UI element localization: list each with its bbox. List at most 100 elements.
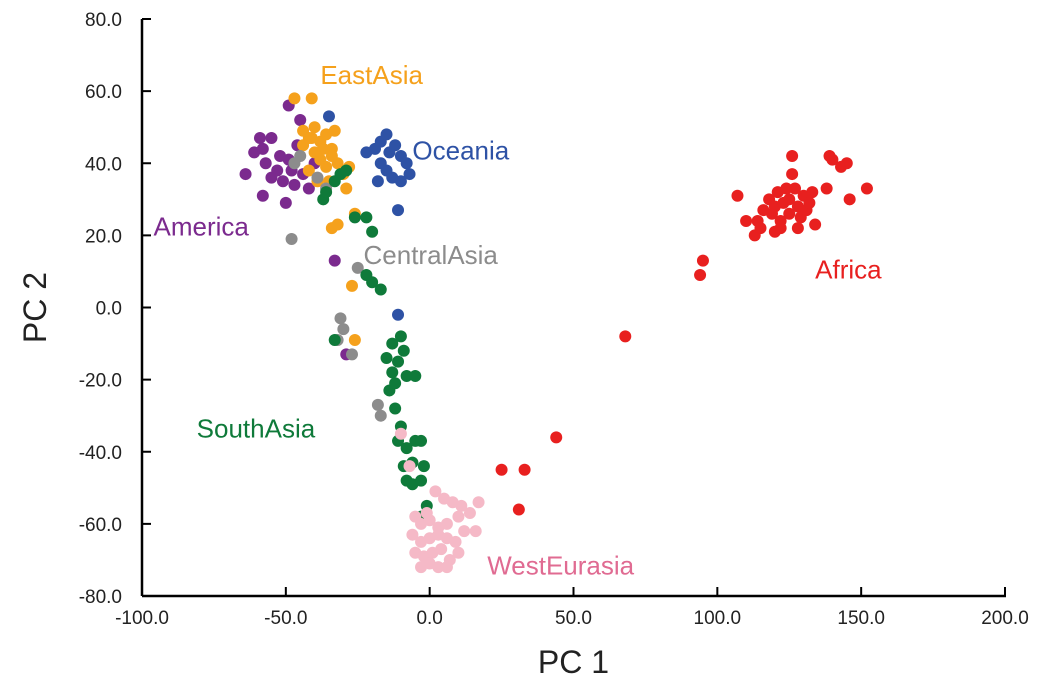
data-point [512,503,525,516]
x-tick-label: -50.0 [264,608,307,629]
x-tick-label: 100.0 [694,608,742,629]
data-point [786,150,799,163]
data-point [417,460,430,473]
y-tick-label: 0.0 [96,299,122,320]
data-point [311,171,324,184]
data-point [783,193,796,206]
data-point [394,175,407,188]
data-point [696,254,709,267]
data-point [400,157,413,170]
data-point [406,528,419,541]
data-point [550,431,563,444]
data-point [348,333,361,346]
data-point [345,348,358,361]
data-point [279,196,292,209]
data-point [345,279,358,292]
series-africa [495,150,873,516]
y-tick-label: -60.0 [79,515,122,536]
x-axis-title: PC 1 [538,644,609,680]
data-point [392,355,405,368]
data-point [360,211,373,224]
x-tick-label: 0.0 [416,608,442,629]
data-point [803,196,816,209]
data-point [400,442,413,455]
data-point [789,182,802,195]
data-point [294,150,307,163]
data-point [780,182,793,195]
data-point [435,543,448,556]
data-point [774,222,787,235]
data-point [265,132,278,145]
data-point [320,186,333,199]
data-point [328,254,341,267]
data-point [380,351,393,364]
data-point [256,189,269,202]
data-point [403,460,416,473]
group-labels: EastAsia Oceania America CentralAsia Africa S… [154,60,883,580]
data-point [317,142,330,155]
data-point [420,507,433,520]
data-point [371,175,384,188]
data-points [239,92,873,574]
data-point [694,269,707,282]
data-point [392,204,405,217]
x-ticks: -100.0 -50.0 0.0 50.0 100.0 150.0 200.0 [115,587,1029,629]
data-point [256,142,269,155]
data-point [351,261,364,274]
series-southasia [317,164,433,523]
y-tick-label: 20.0 [85,226,122,247]
data-point [265,171,278,184]
data-point [366,225,379,238]
data-point [259,157,272,170]
data-point [809,218,822,231]
data-point [619,330,632,343]
data-point [340,182,353,195]
data-point [331,218,344,231]
data-point [783,207,796,220]
data-point [429,485,442,498]
group-label-southasia: SouthAsia [197,413,316,443]
data-point [334,312,347,325]
x-tick-label: 200.0 [981,608,1029,629]
y-tick-label: 40.0 [85,154,122,175]
data-point [328,333,341,346]
data-point [389,402,402,415]
x-tick-label: 150.0 [837,608,885,629]
data-point [386,337,399,350]
group-label-eastasia: EastAsia [320,60,423,90]
data-point [843,193,856,206]
data-point [458,525,471,538]
data-point [469,525,482,538]
data-point [340,164,353,177]
group-label-centralasia: CentralAsia [364,240,499,270]
data-point [786,168,799,181]
x-tick-label: 50.0 [555,608,592,629]
data-point [400,370,413,383]
data-point [392,308,405,321]
data-point [325,150,338,163]
series-oceania [322,110,416,321]
group-label-westeurasia: WestEurasia [487,550,634,580]
y-tick-label: 80.0 [85,10,122,31]
data-point [826,153,839,166]
data-point [495,463,508,476]
data-point [366,276,379,289]
group-label-america: America [154,211,250,241]
y-ticks: -80.0 -60.0 -40.0 -20.0 0.0 20.0 40.0 60.0 80.0 [79,10,151,608]
data-point [472,496,485,509]
data-point [731,189,744,202]
data-point [415,434,428,447]
data-point [449,535,462,548]
data-point [440,517,453,530]
data-point [463,507,476,520]
data-point [302,164,315,177]
data-point [452,510,465,523]
data-point [380,128,393,141]
group-label-oceania: Oceania [412,136,509,166]
data-point [348,211,361,224]
data-point [754,222,767,235]
y-tick-label: -20.0 [79,371,122,392]
data-point [440,561,453,574]
data-point [860,182,873,195]
data-point [820,182,833,195]
